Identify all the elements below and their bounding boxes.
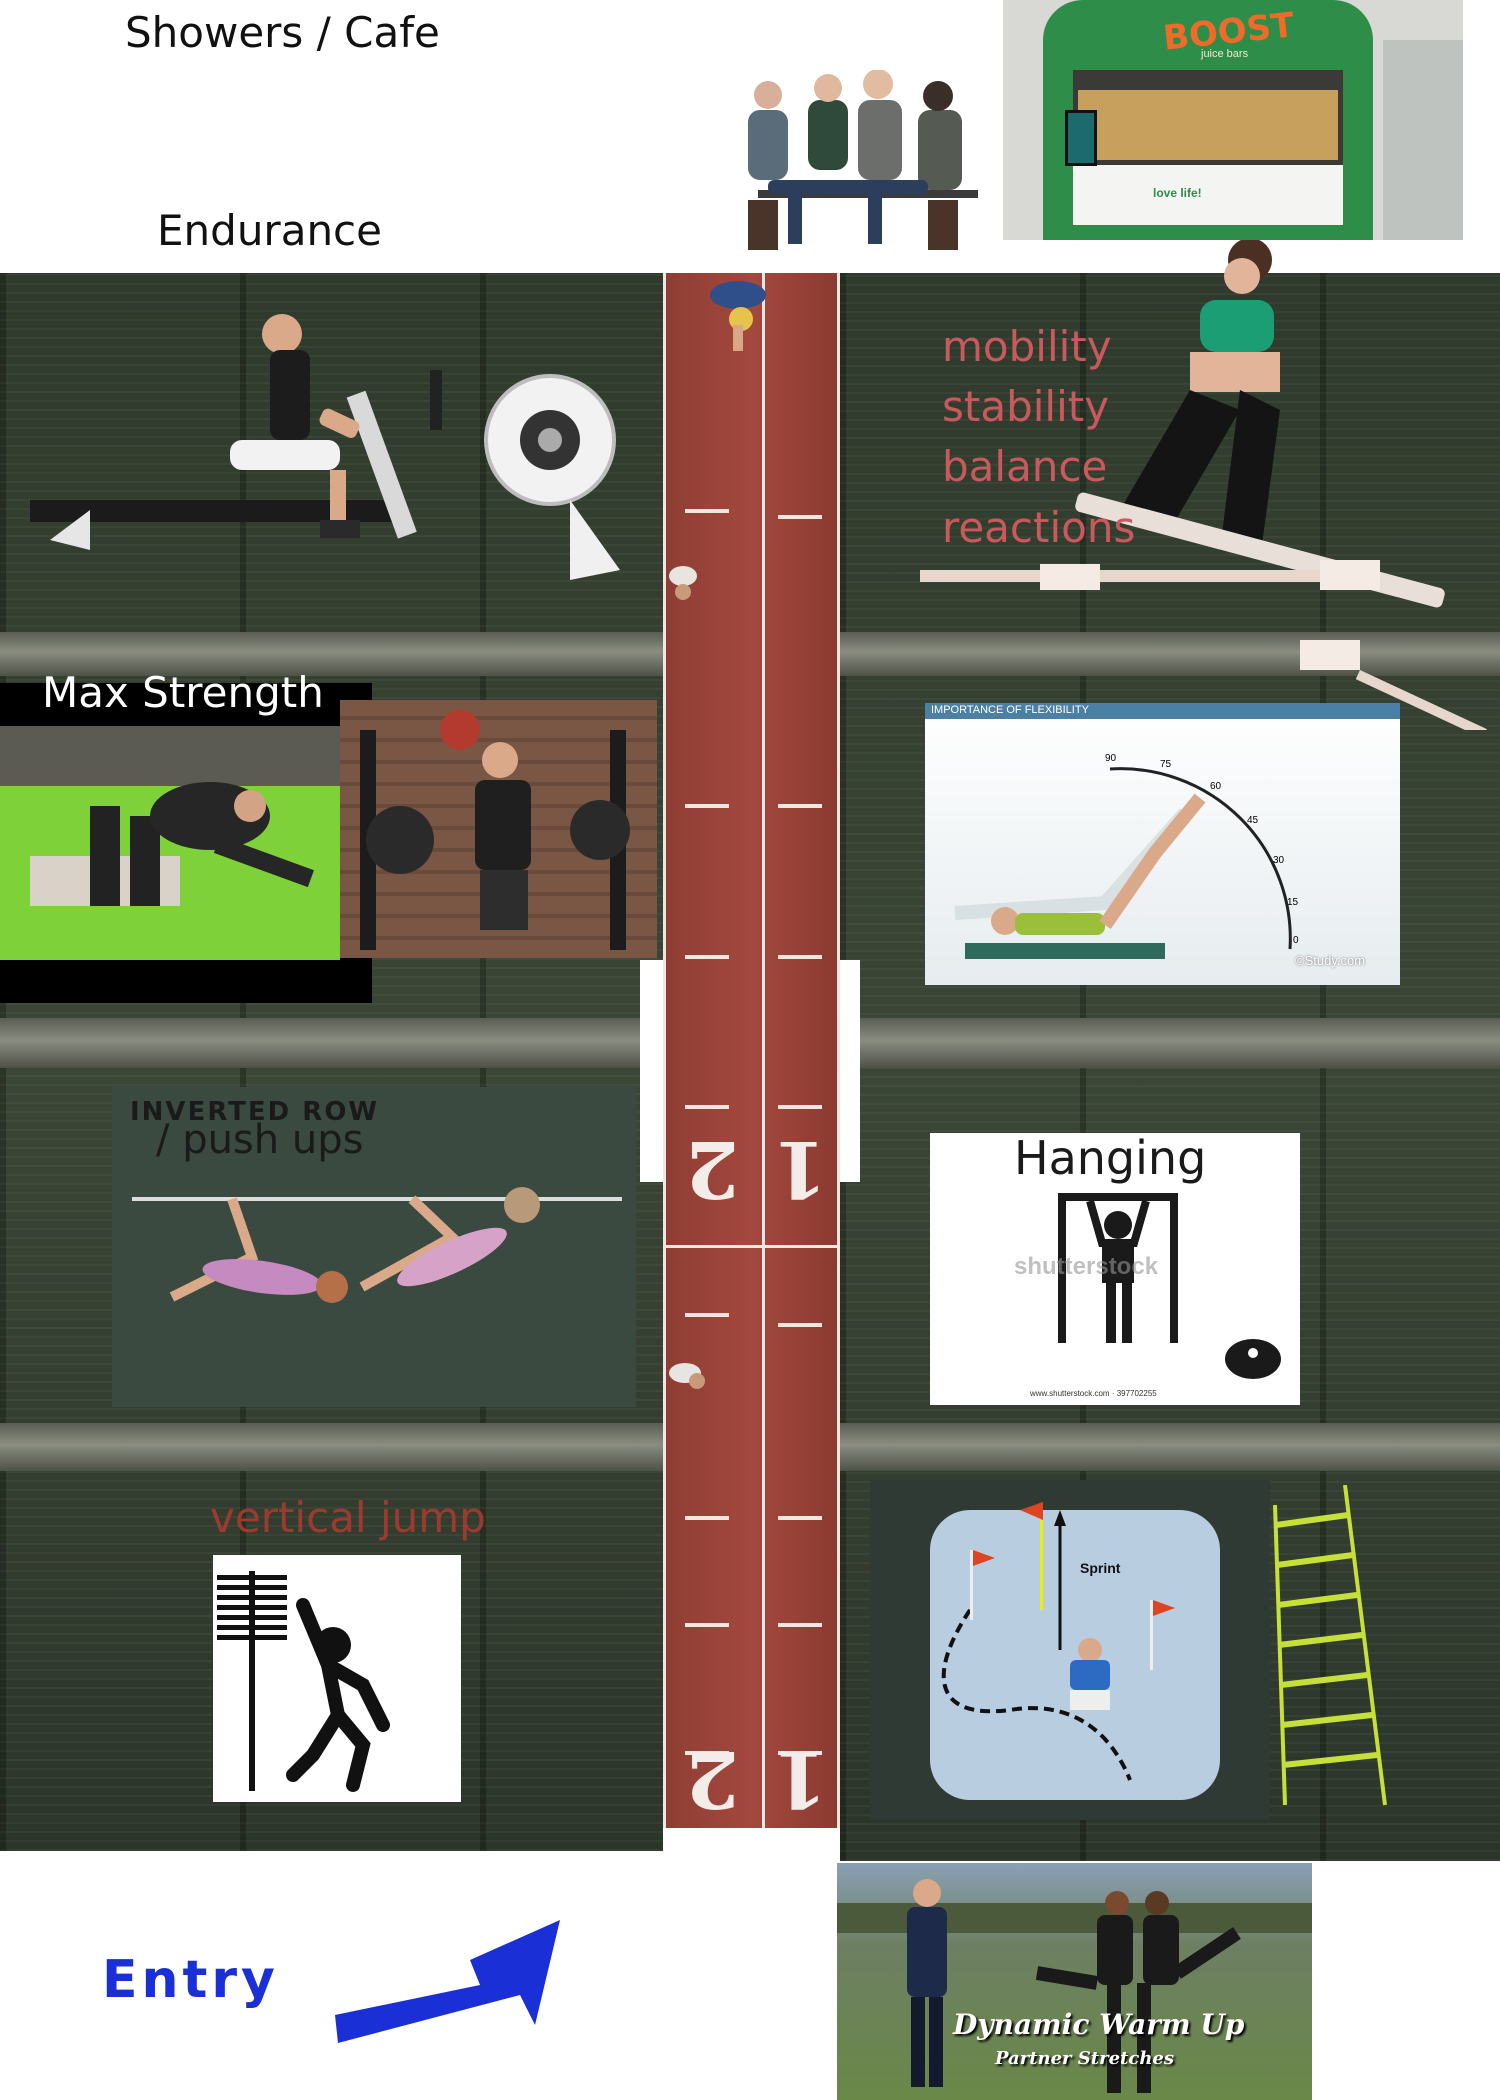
inverted-row-panel: INVERTED ROW / push ups [112, 1087, 636, 1407]
flexibility-chart-panel: IMPORTANCE OF FLEXIBILITY 90 75 60 45 30… [925, 703, 1400, 985]
stability-label: stability [942, 382, 1110, 431]
rowing-machine-figure [30, 314, 620, 580]
running-track: 2 1 2 1 [663, 273, 840, 1828]
dynamic-warmup-photo: Dynamic Warm Up Partner Stretches [837, 1863, 1312, 2100]
fence-band [840, 632, 1500, 676]
fence-band [840, 1018, 1500, 1068]
vertical-jump-label: vertical jump [210, 1493, 486, 1542]
vertical-jump-panel [213, 1555, 461, 1802]
mobility-label: mobility [942, 322, 1112, 371]
track-end [675, 1828, 825, 1853]
cafe-counter-text: love life! [1153, 186, 1202, 200]
shutterstock-footer: www.shutterstock.com · 397702255 [1030, 1389, 1157, 1398]
hanging-panel: Hanging shutterstock www.shutterstock.co… [930, 1131, 1300, 1405]
angle-label-45: 45 [1247, 815, 1259, 826]
max-strength-label: Max Strength [42, 668, 324, 717]
shutterstock-watermark: shutterstock [1014, 1253, 1159, 1280]
cafe-storefront-photo: BOOST juice bars love life! [1003, 0, 1463, 240]
runner-figure [669, 566, 697, 600]
warmup-subtitle: Partner Stretches [995, 2048, 1174, 2069]
agility-drill-panel: Sprint [870, 1480, 1270, 1820]
push-ups-title: / push ups [156, 1117, 364, 1163]
sprint-label: Sprint [1080, 1560, 1121, 1576]
cafe-brand-sub: juice bars [1201, 48, 1249, 60]
warmup-title: Dynamic Warm Up [953, 2008, 1245, 2041]
lane-number-1: 1 [773, 1733, 828, 1824]
fence-band [840, 1423, 1500, 1471]
runner-figure [710, 281, 766, 351]
angle-label-0: 0 [1293, 935, 1299, 946]
angle-label-90: 90 [1105, 753, 1117, 764]
flexibility-title-bar [925, 703, 1400, 719]
lane-number-1: 1 [773, 1123, 828, 1214]
lane-number-2: 2 [685, 1123, 740, 1214]
jumping-figure-icon [217, 1571, 390, 1792]
cafe-people-photo [728, 70, 1008, 260]
entry-arrow-icon [335, 1920, 560, 2043]
angle-label-60: 60 [1210, 781, 1222, 792]
showers-cafe-label: Showers / Cafe [125, 8, 440, 57]
study-credit: ©Study.com [1295, 953, 1366, 968]
angle-label-30: 30 [1273, 855, 1285, 866]
hanging-title: Hanging [1014, 1131, 1207, 1185]
balance-label: balance [942, 442, 1108, 491]
hanging-figure-icon [1058, 1193, 1281, 1379]
lane-number-2: 2 [685, 1733, 740, 1824]
balance-exercise-figure [920, 240, 1487, 730]
fence-band [0, 1018, 663, 1068]
flexibility-title: IMPORTANCE OF FLEXIBILITY [931, 704, 1089, 716]
endurance-label: Endurance [157, 206, 382, 255]
entry-label: Entry [102, 1950, 279, 2010]
inverted-row-title: INVERTED ROW [130, 1097, 380, 1127]
reactions-label: reactions [942, 503, 1136, 552]
sled-push-photo [0, 726, 340, 960]
agility-ladder [1273, 1485, 1387, 1806]
runner-figure [669, 1363, 705, 1389]
cable-machine-photo [340, 700, 657, 958]
fence-band [0, 632, 663, 676]
fence-band [0, 1423, 663, 1471]
angle-label-15: 15 [1287, 897, 1299, 908]
angle-label-75: 75 [1160, 759, 1172, 770]
